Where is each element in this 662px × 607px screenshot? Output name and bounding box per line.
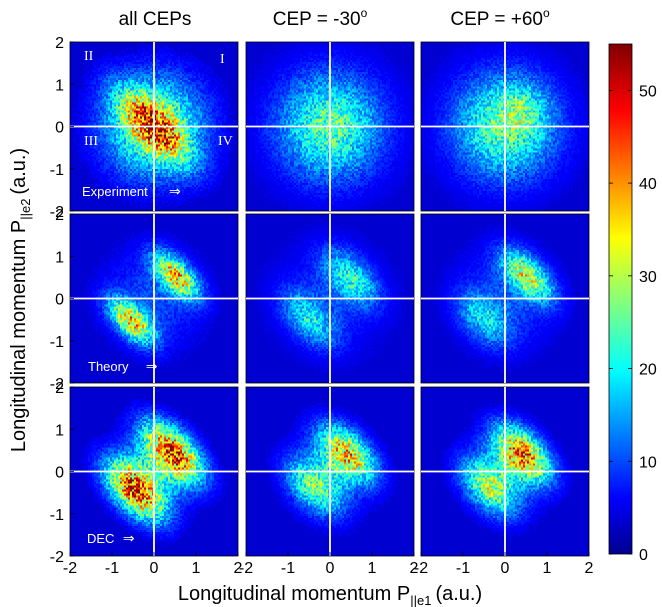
y-tick-label: 0 (55, 292, 64, 309)
colorbar-tick-label: 0 (639, 547, 648, 564)
row-label-dec: DEC (87, 531, 114, 546)
column-title-all: all CEPs (119, 9, 192, 30)
x-tick-label: -2 (239, 560, 253, 577)
colorbar-tick-label: 50 (639, 83, 657, 100)
x-tick-label: 1 (368, 560, 377, 577)
y-tick-label: 0 (55, 120, 64, 137)
x-tick-label: -1 (281, 560, 295, 577)
x-tick-label: 2 (234, 560, 243, 577)
colorbar: 0 10 20 30 40 50 (608, 43, 657, 564)
colorbar-tick-label: 30 (639, 269, 657, 286)
column-title-cep-minus30: CEP = -30o (273, 6, 368, 30)
quadrant-label-ii: II (84, 49, 94, 64)
arrow-icon: ⇒ (123, 530, 135, 546)
x-tick-label: -1 (456, 560, 470, 577)
y-tick-label: 2 (55, 207, 64, 224)
colorbar-tick-label: 40 (639, 176, 657, 193)
colorbar-ticks: 0 10 20 30 40 50 (609, 83, 657, 564)
y-tick-label: 2 (55, 380, 64, 397)
y-tick-label: -2 (50, 204, 64, 221)
x-tick-label: 2 (585, 560, 594, 577)
y-tick-label: 0 (55, 465, 64, 482)
arrow-icon: ⇒ (169, 183, 181, 199)
x-tick-label: 1 (192, 560, 201, 577)
y-tick-label: -1 (50, 334, 64, 351)
quadrant-label-iv: IV (218, 134, 233, 149)
column-title-cep-plus60: CEP = +60o (450, 6, 550, 30)
x-tick-label: 0 (150, 560, 159, 577)
y-tick-label: -2 (50, 549, 64, 566)
colorbar-gradient (608, 43, 633, 555)
x-tick-label: -2 (63, 560, 77, 577)
y-tick-label: 1 (55, 77, 64, 94)
arrow-icon: ⇒ (146, 358, 158, 374)
degree-symbol: o (543, 6, 550, 20)
x-tick-label: 0 (326, 560, 335, 577)
quadrant-label-iii: III (84, 134, 98, 149)
y-tick-label: -1 (50, 507, 64, 524)
x-tick-label: 0 (501, 560, 510, 577)
y-axis-label: Longitudinal momentum P||e2(a.u.) (8, 148, 33, 452)
y-tick-label: 2 (55, 35, 64, 52)
colorbar-tick-label: 20 (639, 362, 657, 379)
x-tick-label: 2 (410, 560, 419, 577)
x-axis-label: Longitudinal momentum P||e1 (a.u.) (178, 583, 482, 607)
y-tick-label: -1 (50, 162, 64, 179)
row-label-experiment: Experiment (82, 184, 148, 199)
row-label-theory: Theory (88, 359, 129, 374)
x-tick-label: 1 (543, 560, 552, 577)
degree-symbol: o (361, 6, 368, 20)
x-tick-label: -1 (105, 560, 119, 577)
y-tick-label: 1 (55, 249, 64, 266)
y-tick-label: -2 (50, 376, 64, 393)
quadrant-label-i: I (220, 52, 225, 67)
colorbar-tick-label: 10 (639, 454, 657, 471)
y-tick-label: 1 (55, 422, 64, 439)
x-tick-label: -2 (414, 560, 428, 577)
